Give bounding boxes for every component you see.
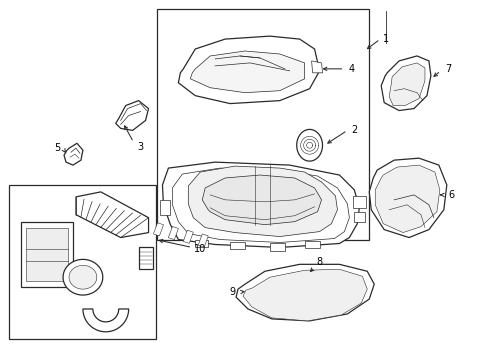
Polygon shape bbox=[63, 260, 103, 295]
Polygon shape bbox=[79, 204, 89, 217]
Polygon shape bbox=[93, 208, 104, 221]
Polygon shape bbox=[76, 192, 148, 237]
Text: 1: 1 bbox=[382, 34, 389, 44]
Polygon shape bbox=[26, 228, 68, 281]
Polygon shape bbox=[195, 240, 208, 247]
Polygon shape bbox=[160, 200, 170, 215]
Text: 9: 9 bbox=[228, 287, 235, 297]
Polygon shape bbox=[162, 162, 359, 247]
Polygon shape bbox=[311, 61, 322, 73]
Polygon shape bbox=[108, 212, 119, 225]
Polygon shape bbox=[375, 165, 439, 232]
Polygon shape bbox=[269, 243, 284, 251]
Text: 5: 5 bbox=[54, 143, 60, 153]
Polygon shape bbox=[168, 226, 178, 240]
Text: 7: 7 bbox=[445, 64, 451, 74]
Polygon shape bbox=[304, 241, 319, 248]
Polygon shape bbox=[198, 234, 208, 247]
Bar bbox=[157, 9, 368, 240]
Polygon shape bbox=[368, 158, 446, 237]
Polygon shape bbox=[153, 223, 163, 236]
Text: 6: 6 bbox=[448, 190, 454, 200]
Polygon shape bbox=[353, 196, 365, 208]
Polygon shape bbox=[294, 278, 314, 295]
Polygon shape bbox=[190, 51, 304, 93]
Polygon shape bbox=[236, 264, 374, 321]
Polygon shape bbox=[380, 56, 430, 111]
Polygon shape bbox=[183, 230, 193, 243]
Polygon shape bbox=[123, 215, 134, 228]
Polygon shape bbox=[296, 129, 322, 161]
Polygon shape bbox=[116, 101, 148, 130]
Text: 8: 8 bbox=[316, 257, 322, 267]
Polygon shape bbox=[388, 63, 424, 106]
Polygon shape bbox=[138, 247, 152, 269]
Polygon shape bbox=[188, 166, 337, 237]
Polygon shape bbox=[354, 212, 364, 222]
Polygon shape bbox=[138, 219, 148, 232]
Text: 4: 4 bbox=[348, 64, 354, 74]
Polygon shape bbox=[229, 242, 244, 250]
Polygon shape bbox=[242, 269, 366, 321]
Polygon shape bbox=[64, 143, 83, 165]
Text: 10: 10 bbox=[194, 245, 206, 255]
Bar bbox=[9, 185, 155, 339]
Text: 2: 2 bbox=[350, 125, 357, 135]
Polygon shape bbox=[178, 36, 319, 104]
Polygon shape bbox=[202, 175, 321, 225]
Text: 3: 3 bbox=[137, 142, 143, 152]
Polygon shape bbox=[69, 265, 97, 289]
Polygon shape bbox=[83, 309, 128, 332]
Polygon shape bbox=[172, 168, 348, 242]
Polygon shape bbox=[21, 222, 73, 287]
Polygon shape bbox=[291, 275, 317, 297]
